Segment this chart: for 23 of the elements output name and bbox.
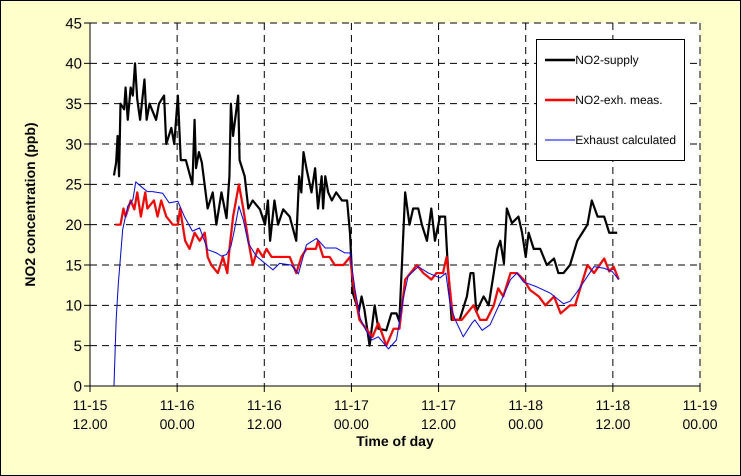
y-tick-label: 25 [65, 176, 82, 194]
y-tick-label: 15 [65, 257, 82, 274]
x-tick-label: 11-18 12.00 [595, 397, 631, 432]
x-tick-label: 11-17 12.00 [421, 397, 456, 432]
y-tick-label: 45 [65, 15, 82, 32]
y-tick-label: 40 [65, 56, 82, 73]
y-axis-title: NO2 concentration (ppb) [22, 122, 38, 287]
x-tick-label: 11-19 00.00 [682, 397, 718, 432]
x-tick-label: 11-17 00.00 [334, 397, 370, 432]
legend-label: NO2-supply [575, 53, 639, 67]
legend-label: NO2-exh. meas. [575, 93, 663, 107]
x-tick-label: 11-18 00.00 [508, 397, 544, 432]
y-tick-label: 35 [65, 96, 82, 113]
x-tick-label: 11-16 00.00 [160, 397, 195, 432]
y-tick-label: 30 [65, 136, 82, 154]
x-axis-title: Time of day [356, 433, 434, 449]
y-tick-label: 0 [74, 378, 82, 396]
x-tick-label: 11-15 12.00 [72, 397, 108, 432]
y-tick-label: 5 [74, 338, 82, 355]
x-tick-label: 11-16 12.00 [246, 397, 282, 432]
y-tick-label: 10 [65, 298, 82, 315]
y-tick-label: 20 [65, 216, 82, 234]
legend-label: Exhaust calculated [575, 133, 676, 147]
